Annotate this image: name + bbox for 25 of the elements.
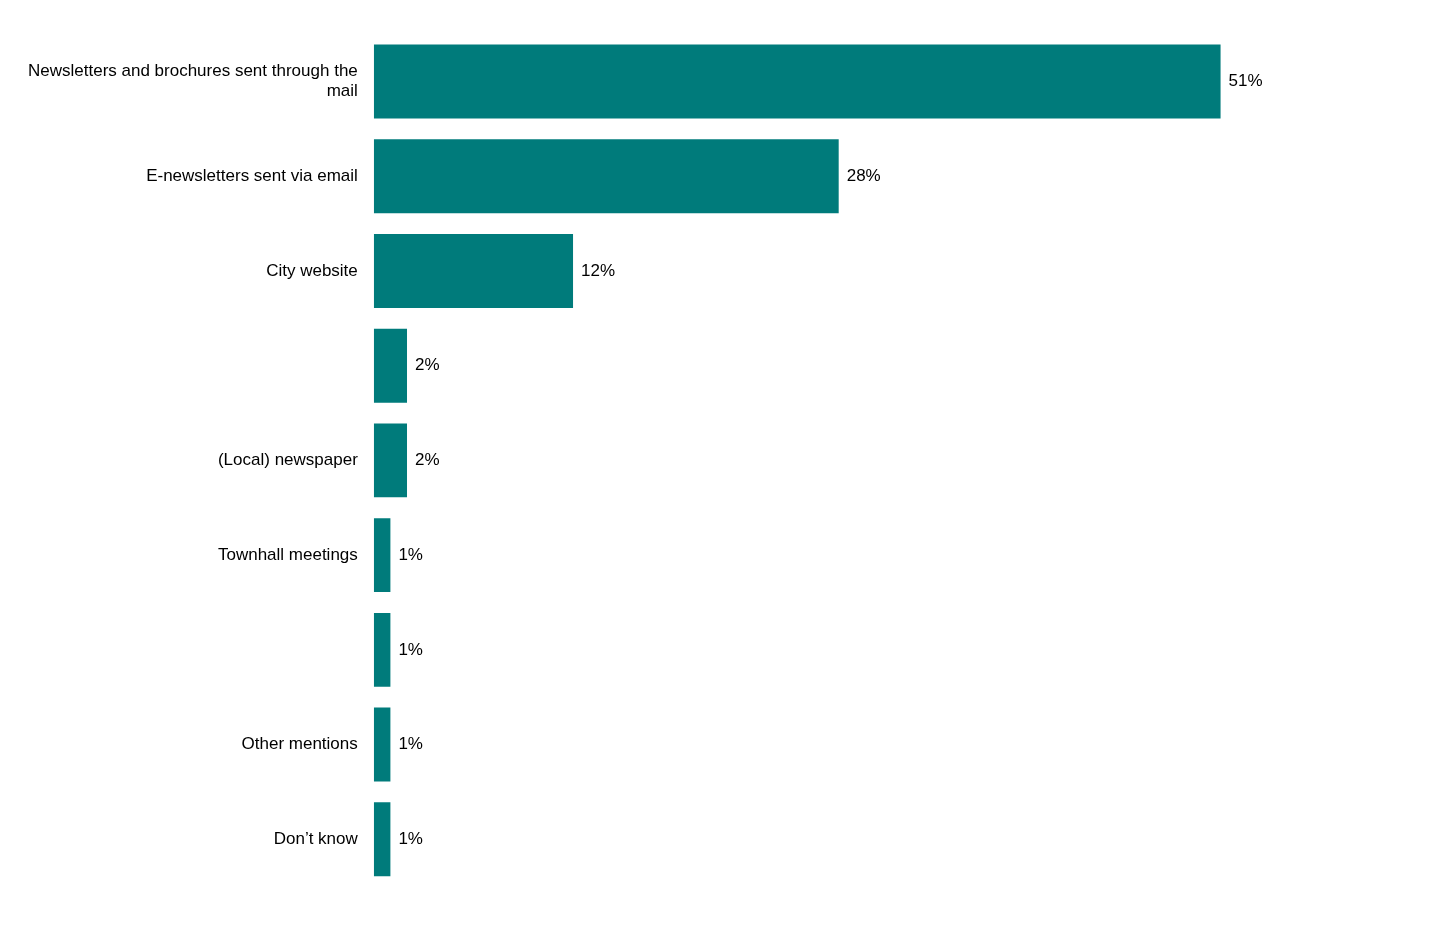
data-label: 1% — [398, 828, 423, 848]
y-tick-label: Newsletters and brochures sent through the mail — [27, 61, 358, 101]
data-label: 51% — [1228, 71, 1263, 91]
bar — [373, 423, 408, 498]
bar — [373, 707, 391, 782]
data-label: 12% — [581, 260, 616, 280]
bar — [373, 518, 391, 593]
bar — [373, 139, 839, 214]
y-tick-label: Other mentions — [241, 734, 358, 754]
bar — [373, 44, 1221, 119]
data-label: 2% — [415, 355, 440, 375]
bar — [373, 328, 408, 403]
data-label: 1% — [398, 639, 423, 659]
data-label: 1% — [398, 544, 423, 564]
bar — [373, 802, 391, 877]
data-label: 28% — [846, 165, 881, 185]
y-tick-label: Townhall meetings — [217, 544, 358, 564]
y-tick-label: Don’t know — [273, 828, 359, 848]
bar — [373, 234, 574, 308]
y-tick-label: (Local) newspaper — [217, 450, 359, 470]
data-label: 2% — [415, 450, 440, 470]
y-tick-label: E-newsletters sent via email — [146, 165, 358, 185]
data-label: 1% — [398, 734, 423, 754]
y-tick-label: City website — [266, 260, 358, 280]
bar — [373, 612, 391, 687]
